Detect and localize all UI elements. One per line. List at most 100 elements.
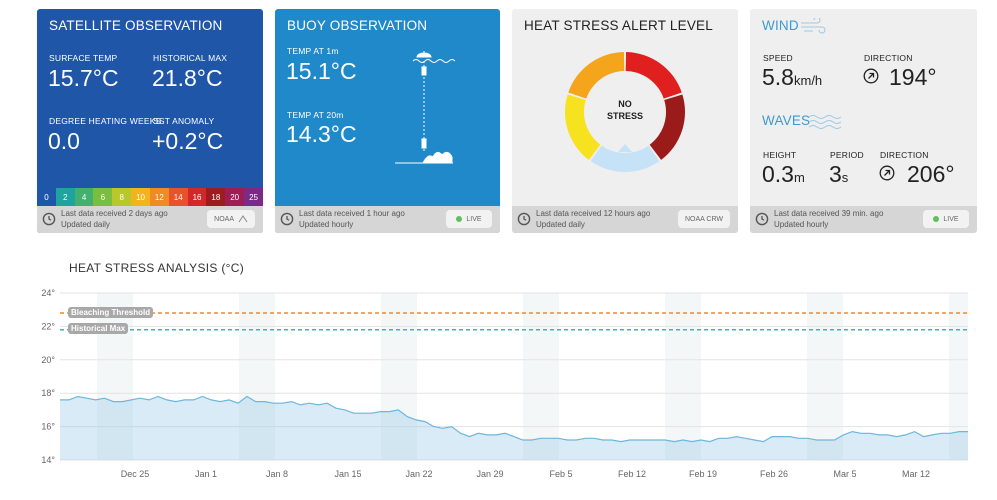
alert-level-donut (565, 52, 685, 172)
alert-center-line2: STRESS (606, 111, 643, 121)
y-tick-label: 14° (41, 455, 55, 465)
week-band (239, 293, 275, 460)
live-dot-icon (456, 216, 463, 222)
alert-segment-warning (568, 52, 625, 99)
x-tick-label: Mar 5 (833, 469, 856, 479)
dhw-scale-cell: 25 (244, 188, 263, 206)
wave-height-value: 0.3 (762, 161, 794, 187)
wave-height: 0.3m (762, 161, 805, 188)
dhw-label: DEGREE HEATING WEEKS (49, 116, 162, 126)
week-band (523, 293, 559, 460)
heat-stress-alert-card: HEAT STRESS ALERT LEVEL NO STRESS Last d… (512, 9, 738, 233)
alert-segment-watch (565, 94, 601, 160)
alert-center-text: NO STRESS (560, 98, 690, 122)
wind-speed: 5.8km/h (762, 64, 822, 91)
dhw-scale-cell: 16 (187, 188, 207, 206)
week-band (381, 293, 417, 460)
alert-segment-alert-level-1 (625, 52, 682, 99)
clock-icon (755, 212, 769, 226)
wind-direction-value: 194° (889, 64, 937, 90)
wind-update-frequency: Updated hourly (774, 220, 829, 229)
week-band (949, 293, 968, 460)
alert-title: HEAT STRESS ALERT LEVEL (524, 18, 713, 33)
x-tick-label: Feb 12 (618, 469, 646, 479)
heat-stress-chart: 14° 16° 18° 20° 22° 24° Dec 25 Jan 1 Jan 8 Jan 15… (41, 288, 968, 479)
dhw-scale-cell: 20 (225, 188, 245, 206)
wind-title: WIND (762, 18, 799, 33)
temp-20m-label: TEMP AT 20m (287, 110, 344, 120)
x-tick-label: Jan 22 (405, 469, 432, 479)
buoy-update-frequency: Updated hourly (299, 220, 354, 229)
waves-title: WAVES (762, 113, 811, 128)
x-tick-label: Mar 12 (902, 469, 930, 479)
wave-direction-label: DIRECTION (880, 150, 929, 160)
wind-speed-value: 5.8 (762, 64, 794, 90)
wind-waves-card: WIND SPEED 5.8km/h DIRECTION 194° WAVES … (750, 9, 977, 233)
dhw-scale-bar: 0 2 4 6 8 10 12 14 16 18 20 25 (37, 188, 263, 206)
alert-source-badge[interactable]: NOAA CRW (678, 210, 730, 228)
dhw-scale-cell: 6 (93, 188, 113, 206)
dhw-scale-cell: 8 (112, 188, 132, 206)
wind-speed-unit: km/h (793, 73, 823, 88)
historical-max-label: HISTORICAL MAX (153, 53, 228, 63)
satellite-last-received: Last data received 2 days ago (61, 209, 168, 218)
x-tick-label: Dec 25 (121, 469, 150, 479)
y-tick-label: 18° (41, 388, 55, 398)
alert-update-frequency: Updated daily (536, 220, 585, 229)
x-tick-label: Jan 29 (476, 469, 503, 479)
x-tick-label: Jan 15 (334, 469, 361, 479)
series-line (60, 395, 968, 443)
dhw-scale-cell: 4 (74, 188, 94, 206)
clock-icon (517, 212, 531, 226)
clock-icon (280, 212, 294, 226)
dhw-scale-cell: 10 (131, 188, 150, 206)
alert-source-label: NOAA CRW (685, 215, 723, 223)
dhw-scale-cell: 12 (149, 188, 169, 206)
buoy-live-badge[interactable]: LIVE (446, 210, 492, 228)
surface-temp-label: SURFACE TEMP (49, 53, 118, 63)
sst-anomaly-value: +0.2°C (152, 128, 224, 154)
x-tick-label: Jan 8 (266, 469, 288, 479)
week-band (97, 293, 133, 460)
wave-period-label: PERIOD (830, 150, 864, 160)
buoy-diagram-icon (395, 51, 456, 164)
live-dot-icon (933, 216, 940, 222)
wave-period-unit: s (841, 170, 849, 185)
wind-icon (801, 18, 826, 34)
x-tick-label: Feb 5 (549, 469, 572, 479)
dhw-scale-cell: 14 (168, 188, 188, 206)
alert-footer: Last data received 12 hours ago Updated … (512, 206, 738, 233)
y-tick-label: 20° (41, 355, 55, 365)
x-tick-label: Jan 1 (195, 469, 217, 479)
satellite-icon (238, 215, 248, 223)
wave-period: 3s (829, 161, 848, 188)
week-band (807, 293, 843, 460)
historical-max-value: 21.8°C (152, 65, 223, 91)
alert-last-received: Last data received 12 hours ago (536, 209, 651, 218)
series-area (60, 396, 968, 460)
y-tick-label: 16° (41, 422, 55, 432)
wind-live-badge[interactable]: LIVE (923, 210, 969, 228)
chart-title: HEAT STRESS ANALYSIS (°C) (69, 261, 245, 275)
wave-direction-arrow-icon (879, 165, 895, 181)
temp-1m-value: 15.1°C (286, 58, 357, 84)
temp-1m-label: TEMP AT 1m (287, 46, 339, 56)
satellite-update-frequency: Updated daily (61, 220, 110, 229)
y-tick-label: 24° (41, 288, 55, 298)
historical-max-line-label: Historical Max (68, 323, 129, 334)
x-tick-label: Feb 19 (689, 469, 717, 479)
buoy-title: BUOY OBSERVATION (287, 18, 428, 33)
wave-direction-value: 206° (907, 161, 955, 187)
satellite-footer: Last data received 2 days ago Updated da… (37, 206, 263, 233)
buoy-live-label: LIVE (466, 215, 482, 223)
dhw-scale-cell: 2 (55, 188, 75, 206)
satellite-observation-card: SATELLITE OBSERVATION SURFACE TEMP 15.7°… (37, 9, 263, 233)
satellite-source-badge[interactable]: NOAA (207, 210, 255, 228)
dhw-scale-cell: 0 (37, 188, 56, 206)
alert-pointer (618, 144, 632, 152)
buoy-footer: Last data received 1 hour ago Updated ho… (275, 206, 500, 233)
wind-live-label: LIVE (943, 215, 959, 223)
dhw-value: 0.0 (48, 128, 80, 154)
sst-anomaly-label: SST ANOMALY (153, 116, 215, 126)
bleaching-threshold-label: Bleaching Threshold (68, 307, 154, 318)
